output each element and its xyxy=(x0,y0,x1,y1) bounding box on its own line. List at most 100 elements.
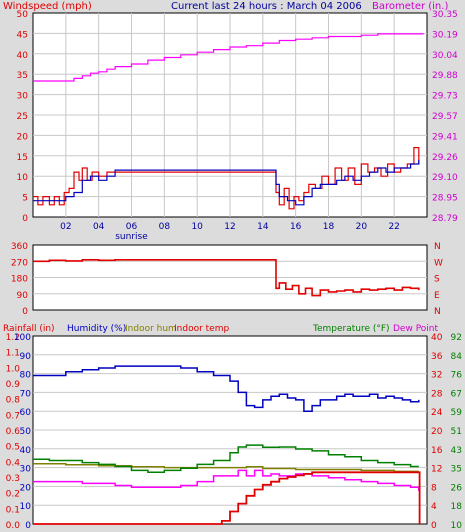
series-line-2 xyxy=(33,444,419,473)
barometer-tick: 29.41 xyxy=(432,132,458,142)
direction-tick: 0 xyxy=(22,307,28,317)
rain-tick: 1.2 xyxy=(6,333,20,343)
temp-f-tick: 18 xyxy=(451,502,463,512)
temp-f-tick: 92 xyxy=(451,333,462,343)
series-line-3 xyxy=(33,469,420,491)
rain-humidity-temp-panel: 0.0 0.1 0.2 0.3 0.4 0.5 0.6 0.7 0.8 0.9 1.0 1.1 1.2 0… xyxy=(6,333,463,531)
temp-c-tick: 8 xyxy=(431,483,437,493)
barometer-tick: 29.88 xyxy=(432,71,458,81)
barometer-tick: 30.04 xyxy=(432,51,458,61)
temp-c-tick: 0 xyxy=(431,521,437,531)
temp-c-tick: 4 xyxy=(431,502,437,512)
barometer-tick: 28.95 xyxy=(432,194,458,204)
panel3-header: Rainfall (in) Humidity (%) Indoor hum In… xyxy=(3,324,439,334)
humidity-tick: 80 xyxy=(20,371,32,381)
temp-f-tick: 43 xyxy=(451,446,462,456)
rain-tick: 0.0 xyxy=(6,521,21,531)
humidity-tick: 70 xyxy=(20,389,32,399)
direction-tick: 180 xyxy=(11,275,28,285)
hour-tick: 16 xyxy=(290,222,302,232)
temp-f-tick: 26 xyxy=(451,483,463,493)
windspeed-label: Windspeed (mph) xyxy=(3,1,92,12)
temp-f-tick: 67 xyxy=(451,389,462,399)
wind-baro-panel: 0 5 10 15 20 25 30 35 40 45 50 28.79 28.95 29.10 29.26… xyxy=(17,10,458,242)
rain-tick: 0.8 xyxy=(6,396,21,406)
temp-c-tick: 24 xyxy=(431,408,443,418)
hour-tick: 08 xyxy=(159,222,171,232)
hour-tick: 02 xyxy=(60,222,71,232)
temp-f-tick: 51 xyxy=(451,427,462,437)
barometer-tick: 28.79 xyxy=(432,214,458,224)
temp-c-tick: 16 xyxy=(431,446,443,456)
humidity-tick: 60 xyxy=(20,408,32,418)
hour-tick: 20 xyxy=(356,222,368,232)
direction-tick: 270 xyxy=(11,258,28,268)
humidity-tick: 50 xyxy=(20,427,32,437)
compass-tick: S xyxy=(434,275,440,285)
hour-tick: 10 xyxy=(191,222,203,232)
series-line-0 xyxy=(33,365,420,412)
barometer-tick: 30.19 xyxy=(432,30,458,40)
barometer-tick: 29.26 xyxy=(432,153,458,163)
barometer-tick: 29.10 xyxy=(432,173,458,183)
windspeed-tick: 20 xyxy=(17,132,29,142)
rain-tick: 0.9 xyxy=(6,380,21,390)
rain-tick: 0.5 xyxy=(6,443,20,453)
rain-tick: 0.1 xyxy=(6,505,20,515)
temp-c-tick: 40 xyxy=(431,333,443,343)
windspeed-tick: 25 xyxy=(17,112,28,122)
barometer-tick: 29.57 xyxy=(432,112,458,122)
rain-tick: 0.7 xyxy=(6,411,20,421)
compass-tick: W xyxy=(434,258,443,268)
direction-line-0 xyxy=(33,259,420,297)
rain-tick: 0.6 xyxy=(6,427,21,437)
hour-tick: 18 xyxy=(323,222,335,232)
hour-tick: 04 xyxy=(93,222,105,232)
series-line-2 xyxy=(33,33,424,82)
temp-f-tick: 84 xyxy=(451,352,463,362)
barometer-tick: 30.35 xyxy=(432,10,458,20)
humidity-tick: 30 xyxy=(20,465,32,475)
windspeed-tick: 0 xyxy=(22,214,28,224)
windspeed-tick: 30 xyxy=(17,92,29,102)
windspeed-tick: 35 xyxy=(17,71,28,81)
temp-c-tick: 12 xyxy=(431,465,442,475)
temp-c-tick: 36 xyxy=(431,352,443,362)
windspeed-tick: 10 xyxy=(17,173,29,183)
series-line-1 xyxy=(33,463,419,473)
temp-f-tick: 76 xyxy=(451,371,463,381)
indoor-hum-label: Indoor hum xyxy=(125,324,177,334)
rain-tick: 0.3 xyxy=(6,474,20,484)
temp-c-tick: 20 xyxy=(431,427,443,437)
barometer-tick: 29.73 xyxy=(432,92,458,102)
rain-tick: 1.0 xyxy=(6,364,21,374)
hour-tick: 06 xyxy=(126,222,138,232)
barometer-label: Barometer (in.) xyxy=(372,1,448,12)
hour-tick: 22 xyxy=(388,222,399,232)
hour-tick: 14 xyxy=(257,222,269,232)
humidity-label: Humidity (%) xyxy=(67,324,126,334)
dew-point-label: Dew Point xyxy=(393,324,439,334)
temperature-label: Temperature (°F) xyxy=(312,324,390,334)
rainfall-label: Rainfall (in) xyxy=(3,324,55,334)
chart-date-title: Current last 24 hours : March 04 2006 xyxy=(171,1,362,12)
humidity-tick: 100 xyxy=(14,333,31,343)
direction-tick: 360 xyxy=(11,242,28,252)
windspeed-tick: 50 xyxy=(17,10,29,20)
temp-f-tick: 59 xyxy=(451,408,463,418)
hour-tick: 12 xyxy=(224,222,235,232)
direction-tick: 90 xyxy=(17,291,29,301)
compass-tick: E xyxy=(434,291,440,301)
windspeed-tick: 15 xyxy=(17,153,28,163)
windspeed-tick: 45 xyxy=(17,30,28,40)
humidity-tick: 10 xyxy=(20,502,32,512)
humidity-tick: 20 xyxy=(20,483,32,493)
compass-tick: N xyxy=(434,307,441,317)
humidity-tick: 40 xyxy=(20,446,32,456)
rain-tick: 1.1 xyxy=(6,349,20,359)
humidity-tick: 0 xyxy=(25,521,31,531)
rain-tick: 0.4 xyxy=(6,458,21,468)
